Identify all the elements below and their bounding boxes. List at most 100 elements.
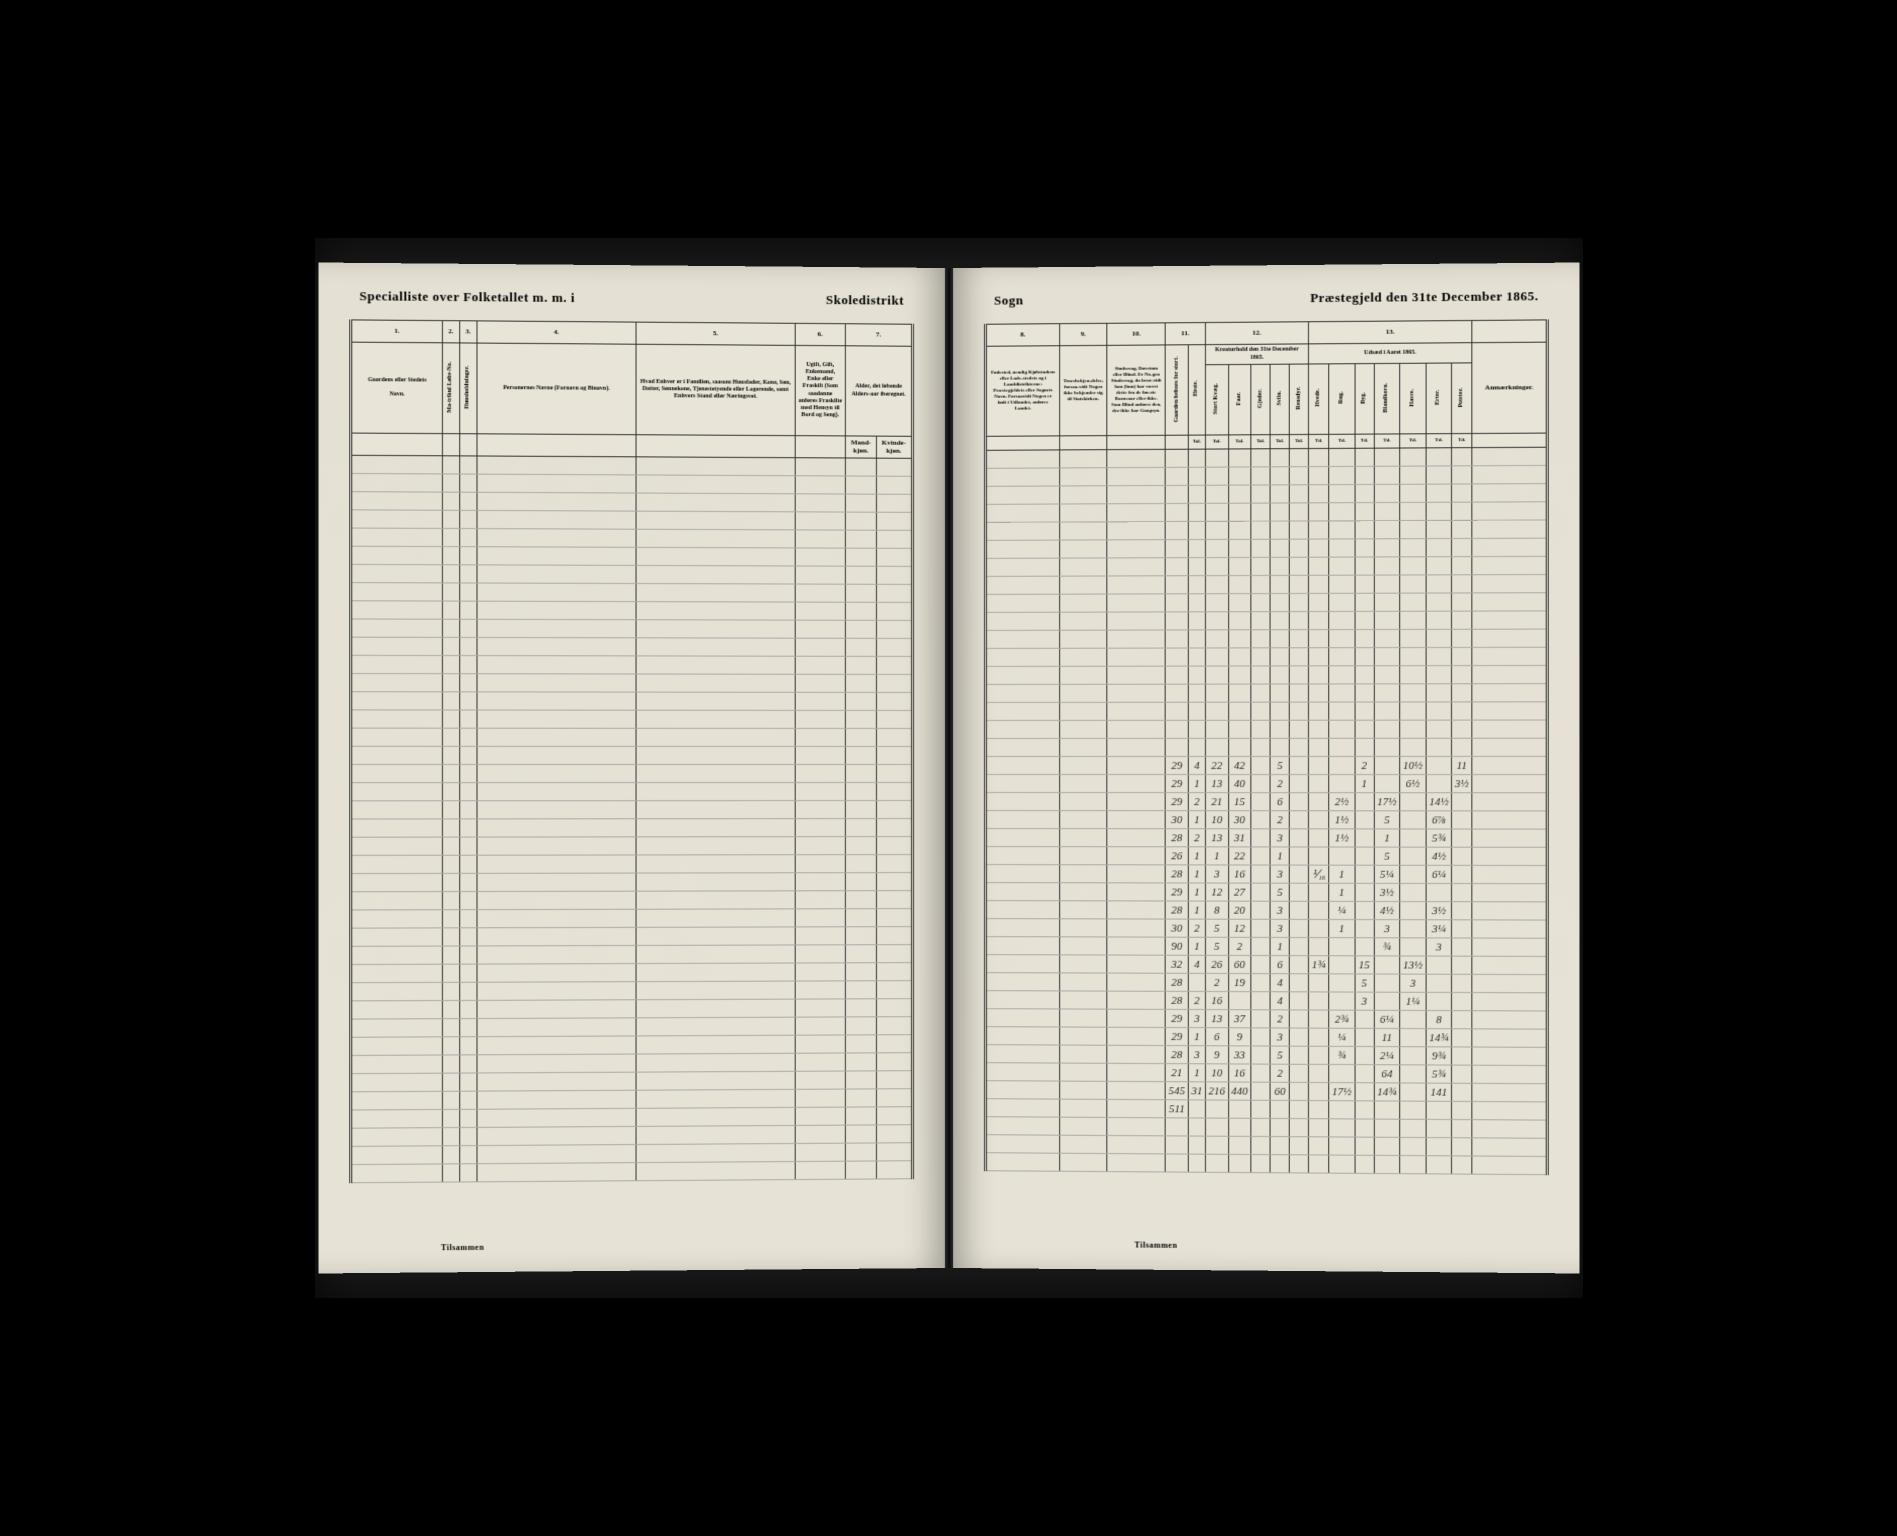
- cell: [1251, 738, 1270, 756]
- cell: [845, 656, 876, 674]
- cell: [1451, 1029, 1471, 1047]
- cell: [1399, 593, 1425, 611]
- cell: [1373, 738, 1399, 756]
- cell: [442, 1164, 459, 1182]
- cell: [1328, 684, 1354, 702]
- cell: [1471, 829, 1546, 847]
- cell: [1471, 556, 1546, 574]
- col-13-num: 13.: [1308, 320, 1471, 343]
- cell: [1270, 593, 1289, 611]
- cell: [1451, 575, 1471, 593]
- cell: [1308, 557, 1328, 575]
- cell: 13: [1205, 829, 1228, 847]
- cell: [1425, 702, 1451, 720]
- cell: [1354, 829, 1373, 847]
- cell: [794, 963, 845, 981]
- cell: 12: [1228, 919, 1251, 937]
- cell: [1308, 1082, 1328, 1100]
- cell: [1188, 594, 1205, 612]
- cell: [476, 891, 635, 909]
- cell: [442, 928, 459, 946]
- cell: [985, 522, 1059, 540]
- cell: [442, 819, 459, 837]
- right-footer: Tilsammen: [1134, 1240, 1177, 1249]
- cell: [350, 473, 442, 492]
- cell: [794, 674, 845, 692]
- cell: 29: [1165, 883, 1188, 901]
- cell: [845, 1053, 876, 1071]
- cell: [1328, 992, 1354, 1010]
- cell: [476, 837, 635, 855]
- cell: [1308, 467, 1328, 485]
- cell: [1251, 1155, 1270, 1173]
- cell: [1373, 702, 1399, 720]
- c13-s0-t: Hvede.: [1315, 389, 1322, 407]
- cell: [985, 955, 1059, 973]
- cell: [1354, 684, 1373, 702]
- cell: [1471, 993, 1546, 1011]
- cell: [459, 510, 476, 528]
- cell: [459, 1036, 476, 1054]
- cell: 22: [1205, 756, 1228, 774]
- cell: [1451, 684, 1471, 702]
- c13-s6-t: Poteter.: [1458, 387, 1465, 407]
- cell: [459, 1055, 476, 1073]
- cell: [1289, 702, 1308, 720]
- cell: [876, 1016, 912, 1034]
- cell: 8: [1425, 1010, 1451, 1028]
- cell: [1471, 702, 1546, 720]
- cell: [636, 836, 795, 854]
- cell: 2½: [1328, 793, 1354, 811]
- cell: [1165, 449, 1188, 467]
- cell: [876, 746, 912, 764]
- cell: [1165, 702, 1188, 720]
- cell: [1451, 847, 1471, 865]
- cell: [442, 546, 459, 564]
- cell: [636, 619, 795, 637]
- cell: [1373, 1119, 1399, 1137]
- cell: [1308, 485, 1328, 503]
- cell: [636, 692, 795, 710]
- cell: [794, 818, 845, 836]
- cell: [350, 801, 442, 819]
- cell: [1107, 901, 1165, 919]
- cell: [459, 456, 476, 474]
- cell: [1270, 1118, 1289, 1136]
- cell: [1399, 611, 1425, 629]
- cell: [1451, 974, 1471, 992]
- cell: [1308, 811, 1328, 829]
- cell: [1205, 702, 1228, 720]
- col-1-label-text: Gaardens eller Stedets: [355, 377, 438, 385]
- cell: [1399, 829, 1425, 847]
- cell: [1289, 720, 1308, 738]
- cell: [1354, 1028, 1373, 1046]
- cell: [985, 901, 1059, 919]
- cell: [1289, 1028, 1308, 1046]
- table-row: 292211562½17½14½: [985, 793, 1547, 811]
- col-8-num: 8.: [985, 324, 1059, 347]
- cell: 2: [1188, 793, 1205, 811]
- cell: [985, 558, 1059, 576]
- cell: 60: [1270, 1082, 1289, 1100]
- cell: [1308, 521, 1328, 539]
- table-row: [985, 647, 1547, 666]
- cell: [1425, 1119, 1451, 1137]
- cell: [1289, 793, 1308, 811]
- cell: [985, 937, 1059, 955]
- c13-s1: Rug.: [1328, 364, 1354, 435]
- cell: 3: [1205, 865, 1228, 883]
- cell: [1270, 557, 1289, 575]
- cell: [1399, 466, 1425, 484]
- cell: 3: [1270, 829, 1289, 847]
- cell: [476, 945, 635, 964]
- cell: [1308, 974, 1328, 992]
- cell: [1205, 630, 1228, 648]
- c12-s2: Gjeder.: [1251, 364, 1270, 434]
- cell: [1451, 611, 1471, 629]
- cell: [1188, 973, 1205, 991]
- cell: [1188, 720, 1205, 738]
- cell: [476, 800, 635, 818]
- cell: [636, 764, 795, 782]
- table-row: [350, 818, 912, 837]
- cell: [1107, 955, 1165, 973]
